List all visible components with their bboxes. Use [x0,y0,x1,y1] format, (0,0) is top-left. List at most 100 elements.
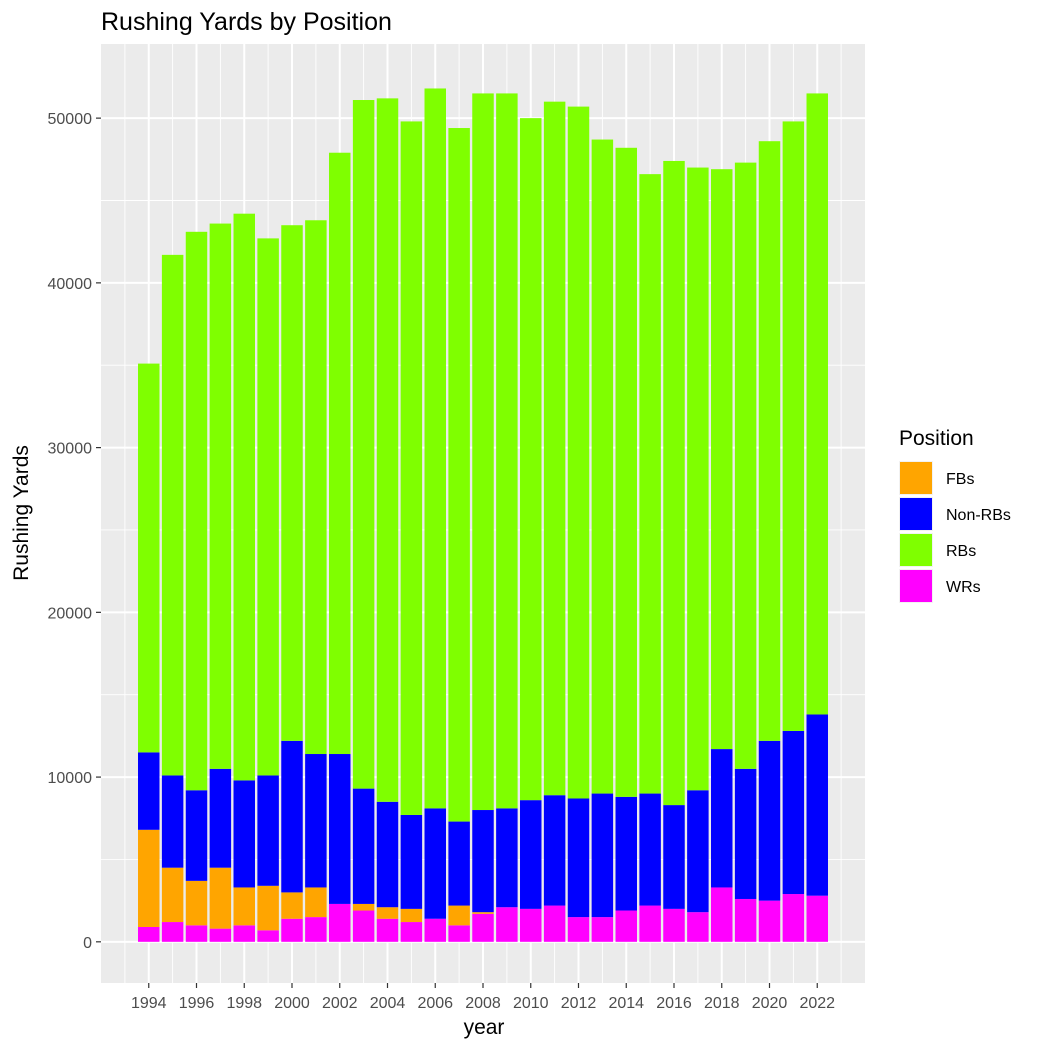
bar-segment-wrs-2020 [758,900,781,942]
bar-segment-fbs-2005 [400,908,423,923]
x-tick-label: 2006 [417,995,453,1012]
y-tick-label: 20000 [48,605,93,622]
bar-segment-fbs-1995 [161,867,184,923]
bar-segment-non-rbs-2011 [543,795,566,906]
bar-segment-non-rbs-2019 [734,768,757,899]
bar-segment-wrs-2006 [424,918,446,942]
x-tick-label: 2010 [513,995,549,1012]
bar-segment-wrs-1994 [138,926,160,942]
bar-segment-non-rbs-2020 [758,740,781,901]
bar-segment-non-rbs-2006 [424,808,446,919]
bar-segment-wrs-2004 [376,918,399,942]
bar-segment-rbs-2022 [806,93,828,715]
bar-segment-fbs-1997 [209,867,232,929]
bar-segment-non-rbs-2007 [448,821,470,906]
bar-segment-rbs-2006 [424,88,446,809]
legend: Position FBs Non-RBs RBs WRs [899,427,1011,603]
bar-segment-non-rbs-1994 [138,752,160,830]
legend-swatch-rbs [900,534,932,566]
bar-segment-fbs-2001 [305,887,327,918]
bar-segment-wrs-2019 [734,898,757,942]
bar-segment-rbs-1994 [138,363,160,753]
bar-segment-non-rbs-2018 [711,749,733,888]
bar-segment-rbs-2020 [758,141,781,741]
bar-segment-wrs-2012 [567,917,590,942]
bar-segment-fbs-2007 [448,905,470,926]
bar-segment-wrs-1999 [257,930,279,942]
x-tick-label: 1996 [179,995,215,1012]
bar-segment-wrs-1996 [185,925,208,942]
bar-segment-wrs-1995 [161,922,184,942]
bar-segment-wrs-2014 [615,910,637,942]
y-tick-label: 10000 [48,770,93,787]
x-tick-label: 2012 [561,995,597,1012]
bar-segment-rbs-2018 [711,169,733,750]
x-tick-label: 2020 [752,995,788,1012]
bar-segment-wrs-2005 [400,922,423,942]
bar-segment-non-rbs-2014 [615,796,637,911]
x-tick-label: 2014 [608,995,644,1012]
bar-segment-non-rbs-2009 [496,808,518,908]
x-tick-label: 2022 [799,995,835,1012]
bar-segment-non-rbs-2003 [352,788,375,904]
bar-segment-fbs-2004 [376,907,399,919]
legend-label: RBs [946,543,976,560]
bar-segment-non-rbs-2010 [520,800,542,909]
bar-segment-non-rbs-2022 [806,714,828,896]
legend-swatch-wrs [900,570,932,602]
bar-segment-rbs-2004 [376,98,399,802]
bar-segment-wrs-2000 [281,918,303,942]
bar-segment-fbs-1998 [233,887,255,926]
x-tick-label: 2016 [656,995,692,1012]
bar-segment-non-rbs-2005 [400,814,423,909]
bar-segment-wrs-2001 [305,917,327,942]
x-axis-title: year [464,1016,505,1039]
legend-label: WRs [946,579,981,596]
bar-segment-rbs-2002 [329,152,351,755]
bar-segment-wrs-2010 [520,908,542,942]
x-tick-label: 2018 [704,995,740,1012]
bar-segment-wrs-2003 [352,910,375,942]
legend-title: Position [899,427,974,450]
bar-segment-rbs-1996 [185,231,208,791]
bar-segment-non-rbs-2002 [329,754,351,904]
bar-segment-fbs-1999 [257,885,279,931]
bar-segment-fbs-1996 [185,880,208,926]
x-tick-label: 2000 [274,995,310,1012]
bar-segment-rbs-2009 [496,93,518,809]
bar-segment-wrs-2008 [472,913,494,942]
bar-segment-rbs-2005 [400,121,423,815]
bar-segment-non-rbs-2000 [281,740,303,893]
bar-segment-non-rbs-2013 [591,793,614,918]
bar-segment-rbs-2011 [543,101,566,796]
bar-segment-rbs-1995 [161,254,184,776]
legend-swatch-non-rbs [900,498,932,530]
bar-segment-wrs-2011 [543,905,566,942]
legend-label: FBs [946,471,974,488]
x-tick-label: 1998 [226,995,262,1012]
bar-segment-rbs-2003 [352,100,375,789]
y-tick-label: 30000 [48,441,93,458]
bar-segment-wrs-2017 [687,912,709,942]
bars [138,88,828,942]
y-axis-title: Rushing Yards [10,445,33,581]
bar-segment-rbs-1999 [257,238,279,776]
bar-segment-rbs-2014 [615,147,637,797]
y-tick-label: 0 [83,935,92,952]
bar-segment-non-rbs-1999 [257,775,279,886]
x-tick-label: 2008 [465,995,501,1012]
bar-segment-fbs-1994 [138,829,160,927]
bar-segment-rbs-2016 [663,160,685,806]
x-tick-label: 1994 [131,995,167,1012]
bar-segment-non-rbs-2017 [687,790,709,913]
bar-segment-non-rbs-1997 [209,768,232,868]
bar-segment-wrs-2021 [782,894,805,942]
bar-segment-non-rbs-2004 [376,801,399,908]
x-axis: 1994 1996 1998 2000 2002 2004 2006 2008 2010 2012… [131,983,835,1012]
bar-segment-rbs-1998 [233,213,255,781]
x-tick-label: 2002 [322,995,358,1012]
bar-segment-non-rbs-2015 [639,793,661,906]
y-axis: 0 10000 20000 30000 40000 50000 [48,111,101,952]
bar-segment-wrs-2016 [663,908,685,942]
